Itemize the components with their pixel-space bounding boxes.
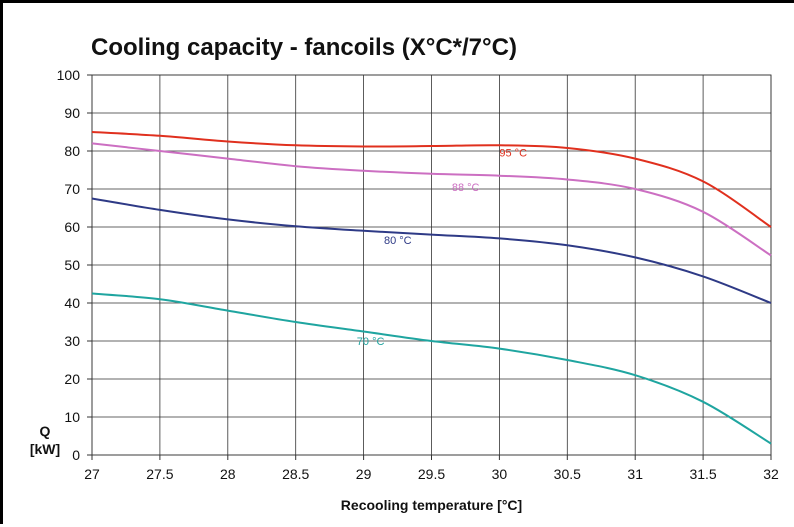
y-tick-label: 70 <box>64 181 80 197</box>
series-line-88cc <box>91 142 772 257</box>
y-tick-label: 40 <box>64 295 80 311</box>
y-tick-label: 0 <box>72 447 80 463</box>
x-tick-label: 31 <box>627 466 643 482</box>
series-label-70cc: 70 °C <box>357 336 385 348</box>
chart-title: Cooling capacity - fancoils (X°C*/7°C) <box>91 34 517 61</box>
series-line-95cc <box>91 131 772 228</box>
y-tick-label: 10 <box>64 409 80 425</box>
x-tick-label: 30 <box>492 466 508 482</box>
series-label-95cc: 95 °C <box>499 148 527 160</box>
y-tick-label: 20 <box>64 371 80 387</box>
y-tick-label: 100 <box>57 67 81 83</box>
y-tick-label: 50 <box>64 257 80 273</box>
x-tick-label: 32 <box>763 466 779 482</box>
grid-layer <box>87 74 772 460</box>
series-line-70cc <box>91 292 772 445</box>
x-tick-label: 31.5 <box>689 466 716 482</box>
y-axis-title-unit: [kW] <box>30 441 60 457</box>
y-tick-label: 80 <box>64 143 80 159</box>
x-tick-label: 28.5 <box>282 466 309 482</box>
series-layer <box>91 131 772 445</box>
y-axis-title-q: Q <box>40 423 51 439</box>
x-tick-label: 29.5 <box>418 466 445 482</box>
series-labels: 95 °C 88 °C 80 °C 70 °C <box>357 148 527 348</box>
x-tick-label: 29 <box>356 466 372 482</box>
y-tick-label: 60 <box>64 219 80 235</box>
x-tick-label: 28 <box>220 466 236 482</box>
series-label-80cc: 80 °C <box>384 235 412 247</box>
x-tick-label: 27.5 <box>146 466 173 482</box>
y-tick-label: 30 <box>64 333 80 349</box>
chart-svg: Cooling capacity - fancoils (X°C*/7°C) 2… <box>30 34 779 513</box>
y-tick-label: 90 <box>64 105 80 121</box>
tick-labels: 27 27.5 28 28.5 29 29.5 30 30.5 31 31.5 32 0 10 20 30 4… <box>57 67 779 482</box>
x-tick-label: 27 <box>84 466 100 482</box>
x-tick-label: 30.5 <box>554 466 581 482</box>
series-label-88cc: 88 °C <box>452 182 480 194</box>
x-axis-title: Recooling temperature [°C] <box>341 497 522 513</box>
series-line-80cc <box>91 197 772 304</box>
